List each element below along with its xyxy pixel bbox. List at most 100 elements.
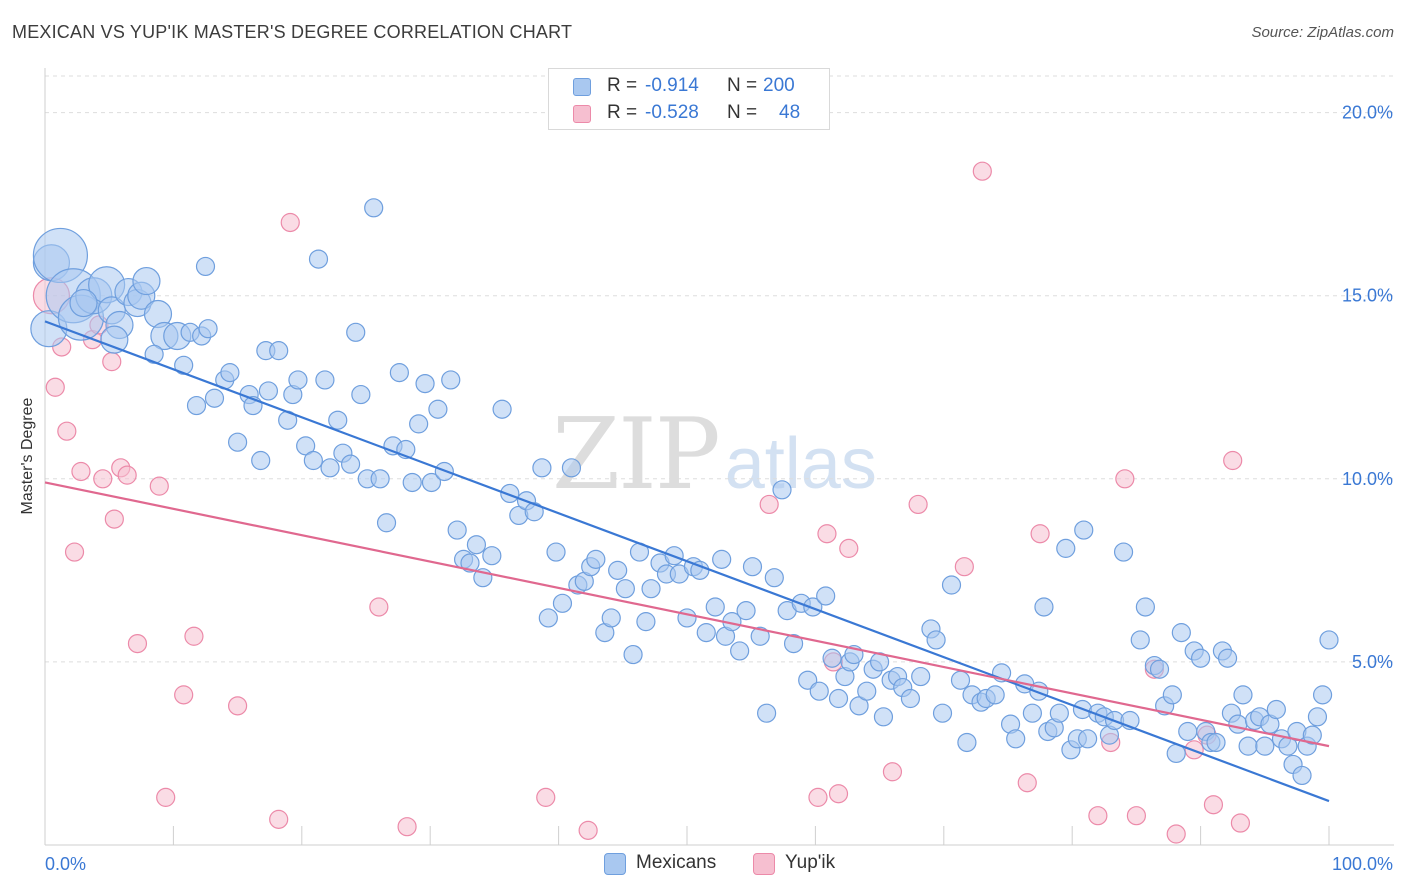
yupik-point [156,787,176,807]
mexicans-point [736,601,756,621]
mexicans-swatch [573,78,591,96]
yupik-point [184,626,204,646]
r-value: -0.528 [645,102,699,123]
yupik-trendline [44,481,1330,748]
mexicans-point [950,670,971,690]
yupik-point [127,633,148,654]
chart-title: MEXICAN VS YUP'IK MASTER'S DEGREE CORREL… [12,22,573,42]
yupik-point [954,557,974,577]
mexicans-point [500,483,520,504]
mexicans-point [1266,699,1286,720]
mexicans-point [204,388,225,408]
r-label: R = [607,75,638,96]
mexicans-point [1078,729,1098,749]
yupik-point [117,465,137,485]
mexicans-point [1206,732,1226,753]
yupik-point [908,494,928,515]
mexicans-point [546,542,566,562]
mexicans-point [441,370,461,390]
mexicans-point [1135,597,1155,617]
yupik-point [64,542,85,562]
mexicans-point [1292,765,1312,786]
mexicans-point [258,381,279,401]
mexicans-point [615,579,635,599]
mexicans-point [1022,703,1042,723]
yupik-point [280,212,300,233]
mexicans-point [251,450,271,471]
yupik-point [102,352,122,372]
y-tick-label: 10.0% [1342,469,1393,489]
mexicans-point [421,472,442,493]
yupik-point [104,509,124,529]
mexicans-point [705,597,725,617]
yupik-point [45,377,65,397]
mexicans-point [586,549,606,569]
mexicans-point [351,384,371,405]
mexicans-point [376,513,397,533]
y-tick-label: 5.0% [1352,652,1393,672]
mexicans-point [220,363,240,383]
mexicans-point [552,593,573,613]
mexicans-point [346,322,366,342]
mexicans-point [1302,725,1322,745]
r-value: -0.914 [645,75,699,96]
mexicans-point [636,612,656,632]
n-value: 200 [763,75,795,96]
yupik-legend-swatch [753,853,775,875]
yupik-point [1230,813,1251,833]
mexicans-point [1113,542,1134,562]
yupik-point [228,696,248,716]
mexicans-point [1319,630,1339,650]
mexicans-point [757,703,777,723]
mexicans-trendline [44,320,1330,803]
watermark: ZIPatlas [552,398,877,512]
yupik-point [149,476,169,496]
mexicans-point [364,198,384,218]
mexicans-point [1178,721,1198,742]
mexicans-point [409,414,429,434]
mexicans-point [1217,648,1238,668]
mexicans-point [269,341,289,361]
mexicans-point [696,623,716,643]
mexicans-point [532,458,552,478]
yupik-point [369,597,389,617]
mexicans-point [1171,623,1191,643]
mexicans-point [1307,707,1328,727]
mexicans-point [911,666,931,687]
mexicans-point [926,630,946,650]
mexicans-point [1228,714,1248,734]
mexicans-point [460,553,480,573]
mexicans-point [340,454,361,474]
mexicans-point [1312,685,1333,705]
yupik-point [71,461,91,482]
source-label: Source: ZipAtlas.com [1251,24,1394,41]
mexicans-point [816,586,836,606]
watermark-atlas: atlas [724,424,877,504]
mexicans-point [389,363,409,383]
mexicans-point [415,374,435,394]
mexicans-point [1049,703,1069,723]
n-label: N = [727,75,758,96]
mexicans-point [608,560,628,580]
yupik-point [1166,824,1186,844]
mexicans-point [538,608,558,628]
yupik-point [536,787,556,807]
n-label: N = [727,102,758,123]
mexicans-point [1006,729,1026,749]
mexicans-point [1034,597,1054,617]
mexicans-point [677,608,697,628]
legend-label: Yup'ik [785,852,836,873]
yupik-point [1017,773,1037,793]
mexicans-point [492,399,512,419]
mexicans-legend-swatch [604,853,626,875]
mexicans-point [772,480,792,500]
yupik-point [1030,524,1050,544]
mexicans-point [712,549,732,569]
yupik-point [397,817,417,837]
mexicans-point [1130,630,1150,650]
mexicans-point [764,568,784,588]
mexicans-point [941,575,962,595]
mexicans-point [809,681,829,701]
mexicans-point [195,256,216,277]
mexicans-point [100,325,129,354]
